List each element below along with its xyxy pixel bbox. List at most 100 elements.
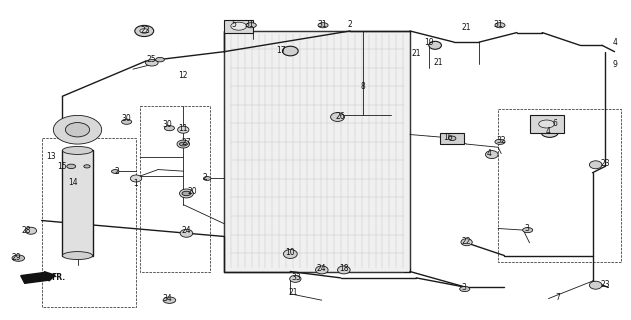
Ellipse shape xyxy=(135,25,154,36)
Circle shape xyxy=(12,255,25,261)
Text: 20: 20 xyxy=(188,188,198,196)
Text: 30: 30 xyxy=(122,114,131,123)
Circle shape xyxy=(179,142,187,146)
Ellipse shape xyxy=(66,123,90,137)
Bar xyxy=(440,133,464,144)
Text: 31: 31 xyxy=(245,20,254,29)
Ellipse shape xyxy=(331,113,345,122)
Circle shape xyxy=(84,165,90,168)
Text: 19: 19 xyxy=(424,38,433,47)
Circle shape xyxy=(495,139,505,144)
Bar xyxy=(42,138,136,307)
Ellipse shape xyxy=(461,239,472,246)
Text: 31: 31 xyxy=(493,20,503,29)
Ellipse shape xyxy=(180,229,192,237)
Text: 14: 14 xyxy=(68,178,78,187)
Text: 21: 21 xyxy=(411,49,421,58)
Text: 25: 25 xyxy=(147,55,156,64)
Ellipse shape xyxy=(449,136,456,140)
Text: 13: 13 xyxy=(46,152,56,161)
Ellipse shape xyxy=(25,227,37,234)
Ellipse shape xyxy=(62,252,93,260)
Text: 29: 29 xyxy=(11,253,21,262)
Text: 27: 27 xyxy=(182,138,191,147)
Text: FR.: FR. xyxy=(51,273,65,282)
Ellipse shape xyxy=(589,161,602,169)
Bar xyxy=(141,106,209,271)
Circle shape xyxy=(112,170,119,173)
Text: 23: 23 xyxy=(600,280,610,289)
Circle shape xyxy=(203,177,211,180)
Ellipse shape xyxy=(140,29,149,33)
Text: 31: 31 xyxy=(317,20,327,29)
Bar xyxy=(498,109,621,262)
Ellipse shape xyxy=(290,275,301,282)
Circle shape xyxy=(67,164,76,169)
Ellipse shape xyxy=(429,41,442,49)
Ellipse shape xyxy=(316,266,328,274)
Text: 28: 28 xyxy=(21,226,31,235)
Text: 10: 10 xyxy=(285,248,295,257)
Ellipse shape xyxy=(485,151,498,159)
Text: 2: 2 xyxy=(115,167,119,176)
Circle shape xyxy=(182,191,191,196)
Circle shape xyxy=(459,286,469,292)
Text: 15: 15 xyxy=(57,162,68,171)
Ellipse shape xyxy=(179,189,193,198)
Ellipse shape xyxy=(131,175,142,182)
Ellipse shape xyxy=(231,22,247,30)
Text: 4: 4 xyxy=(487,149,491,158)
Text: 12: 12 xyxy=(179,71,188,80)
Text: 11: 11 xyxy=(179,124,188,132)
Text: 23: 23 xyxy=(600,159,610,168)
Text: 2: 2 xyxy=(203,173,208,182)
Text: 9: 9 xyxy=(612,60,617,69)
Bar xyxy=(224,31,410,271)
FancyArrow shape xyxy=(21,272,55,283)
Text: 18: 18 xyxy=(339,264,348,273)
Circle shape xyxy=(146,60,158,66)
Text: 34: 34 xyxy=(163,294,172,303)
Text: 33: 33 xyxy=(292,273,302,282)
Text: 21: 21 xyxy=(433,58,443,67)
Text: 24: 24 xyxy=(317,264,327,273)
Circle shape xyxy=(156,57,165,62)
Ellipse shape xyxy=(54,116,102,144)
Bar xyxy=(224,20,252,33)
Text: 16: 16 xyxy=(443,133,452,142)
Text: 2: 2 xyxy=(348,20,353,29)
Bar xyxy=(529,116,564,133)
Text: 21: 21 xyxy=(289,288,298,297)
Ellipse shape xyxy=(283,46,298,56)
Ellipse shape xyxy=(589,281,602,289)
Text: 4: 4 xyxy=(546,127,551,136)
Circle shape xyxy=(163,297,175,303)
Circle shape xyxy=(495,23,505,28)
Text: 7: 7 xyxy=(555,292,560,301)
Ellipse shape xyxy=(541,126,558,137)
Ellipse shape xyxy=(177,140,189,148)
Text: 22: 22 xyxy=(141,27,150,36)
Circle shape xyxy=(246,23,256,28)
Text: 5: 5 xyxy=(231,20,236,29)
Text: 8: 8 xyxy=(360,82,365,91)
Circle shape xyxy=(165,125,174,131)
Circle shape xyxy=(522,228,533,233)
Circle shape xyxy=(122,119,132,124)
Ellipse shape xyxy=(283,250,297,259)
Text: 30: 30 xyxy=(163,120,172,130)
Text: 32: 32 xyxy=(497,136,506,145)
Text: 3: 3 xyxy=(461,283,466,292)
Bar xyxy=(62,150,93,256)
Text: 17: 17 xyxy=(276,45,286,55)
Text: 21: 21 xyxy=(462,23,471,32)
Ellipse shape xyxy=(177,126,189,133)
Text: 1: 1 xyxy=(134,180,138,188)
Text: 24: 24 xyxy=(182,226,191,235)
Text: 22: 22 xyxy=(462,237,471,246)
Text: 26: 26 xyxy=(336,113,346,122)
Text: 6: 6 xyxy=(552,119,557,128)
Ellipse shape xyxy=(338,266,350,274)
Ellipse shape xyxy=(62,147,93,155)
Text: 3: 3 xyxy=(524,224,529,233)
